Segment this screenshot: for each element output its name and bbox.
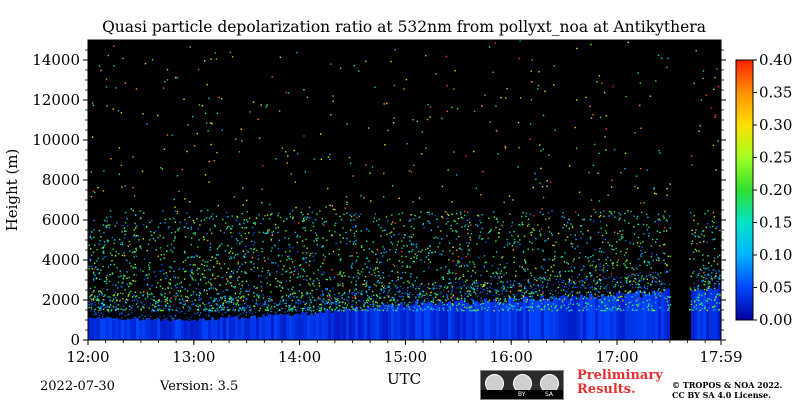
colorbar-tick-label: 0.00 <box>759 311 792 329</box>
copyright-line-2: CC BY SA 4.0 License. <box>672 390 771 400</box>
y-tick-label: 12000 <box>32 91 80 109</box>
y-tick-label: 8000 <box>42 171 80 189</box>
colorbar-tick-label: 0.30 <box>759 116 792 134</box>
x-tick-label: 17:59 <box>699 348 742 366</box>
preliminary-line-2: Results. <box>577 382 636 397</box>
x-tick-label: 16:00 <box>490 348 533 366</box>
copyright-note: © TROPOS & NOA 2022. CC BY SA 4.0 Licens… <box>672 380 782 400</box>
y-tick-label: 4000 <box>42 251 80 269</box>
chart-title: Quasi particle depolarization ratio at 5… <box>102 18 706 36</box>
footer-date: 2022-07-30 <box>40 379 115 394</box>
x-axis-label: UTC <box>387 370 421 388</box>
heatmap-layer <box>88 40 723 340</box>
sa-label: SA <box>545 391 554 398</box>
x-axis: 12:00 13:00 14:00 15:00 16:00 17:00 17:59 <box>66 340 743 366</box>
colorbar-tick-label: 0.35 <box>759 84 792 102</box>
colorbar-ticks: 0.00 0.05 0.10 0.15 0.20 0.25 0.30 0.35 0.40 <box>753 51 792 329</box>
x-tick-label: 17:00 <box>595 348 638 366</box>
x-tick-label: 12:00 <box>66 348 109 366</box>
by-label: BY <box>518 391 526 398</box>
x-tick-label: 15:00 <box>384 348 427 366</box>
y-tick-label: 10000 <box>32 131 80 149</box>
y-tick-label: 6000 <box>42 211 80 229</box>
y-tick-label: 2000 <box>42 291 80 309</box>
colorbar-tick-label: 0.25 <box>759 149 792 167</box>
preliminary-note: Preliminary Results. <box>577 369 663 397</box>
colorbar-tick-label: 0.40 <box>759 51 792 69</box>
colorbar-tick-label: 0.05 <box>759 279 792 297</box>
y-axis-label: Height (m) <box>3 149 21 232</box>
plot-background <box>88 40 721 340</box>
y-tick-label: 14000 <box>32 51 80 69</box>
footer-version: Version: 3.5 <box>160 379 239 394</box>
colorbar <box>735 59 754 321</box>
colorbar-tick-label: 0.15 <box>759 214 792 232</box>
colorbar-tick-label: 0.10 <box>759 246 792 264</box>
y-tick-label: 0 <box>70 331 80 349</box>
preliminary-line-1: Preliminary <box>577 368 663 383</box>
copyright-line-1: © TROPOS & NOA 2022. <box>672 380 783 390</box>
cc-license-badge[interactable]: BY SA <box>480 370 564 400</box>
x-tick-label: 14:00 <box>278 348 321 366</box>
y-axis: 0 2000 4000 6000 8000 10000 12000 14000 <box>32 49 726 349</box>
x-tick-label: 13:00 <box>172 348 215 366</box>
colorbar-tick-label: 0.20 <box>759 181 792 199</box>
